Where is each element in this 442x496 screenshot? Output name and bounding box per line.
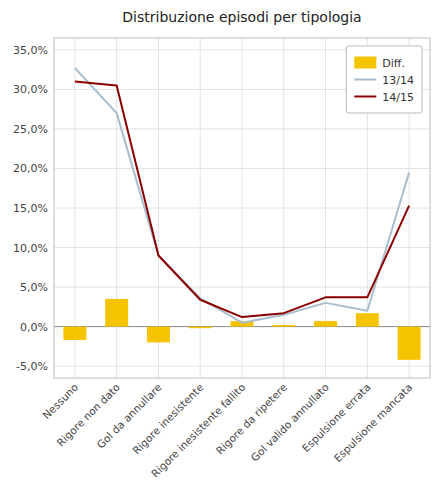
x-tick-label: Gol valido annullato xyxy=(248,381,331,464)
legend-label: Diff. xyxy=(382,57,405,70)
y-grid-line xyxy=(54,168,430,169)
chart-svg: Distribuzione episodi per tipologia -5,0%… xyxy=(0,0,442,496)
plot-frame xyxy=(54,38,430,378)
legend-swatch xyxy=(354,96,376,98)
legend-swatch xyxy=(354,79,376,81)
y-tick-label: 30,0% xyxy=(13,83,48,96)
x-tick-label: Rigore inesistente xyxy=(130,381,206,457)
y-tick-label: -5,0% xyxy=(16,360,48,373)
bar xyxy=(147,327,170,343)
y-tick-label: 25,0% xyxy=(13,123,48,136)
y-grid-line xyxy=(54,128,430,129)
y-tick-label: 20,0% xyxy=(13,162,48,175)
legend-label: 14/15 xyxy=(382,91,414,104)
grid xyxy=(54,38,430,378)
bar xyxy=(105,299,128,327)
bar xyxy=(356,313,379,326)
legend-swatch xyxy=(354,57,376,69)
x-tick-label: Espulsione errata xyxy=(300,381,373,454)
y-grid-line xyxy=(54,366,430,367)
bar xyxy=(272,325,295,327)
y-grid-line xyxy=(54,247,430,248)
bar xyxy=(189,327,212,329)
y-tick-label: 5,0% xyxy=(20,281,48,294)
legend-box xyxy=(346,46,422,113)
legend: Diff. 13/14 14/15 xyxy=(346,46,422,113)
y-tick-label: 35,0% xyxy=(13,44,48,57)
y-tick-label: 10,0% xyxy=(13,242,48,255)
y-grid-line xyxy=(54,208,430,209)
x-tick-label: Rigore da ripetere xyxy=(213,381,289,457)
chart-container: Distribuzione episodi per tipologia -5,0%… xyxy=(0,0,442,496)
bar xyxy=(314,321,337,327)
legend-label: 13/14 xyxy=(382,74,414,87)
x-tick-label: Espulsione mancata xyxy=(331,381,414,464)
bar xyxy=(63,327,86,340)
y-tick-label: 0,0% xyxy=(20,321,48,334)
y-tick-label: 15,0% xyxy=(13,202,48,215)
title: Distribuzione episodi per tipologia xyxy=(122,9,361,25)
bar xyxy=(398,327,421,360)
page: {"chart_data": {"type": "bar", "title": … xyxy=(0,0,442,496)
line xyxy=(75,81,409,317)
x-tick-label: Nessuno xyxy=(40,381,80,421)
